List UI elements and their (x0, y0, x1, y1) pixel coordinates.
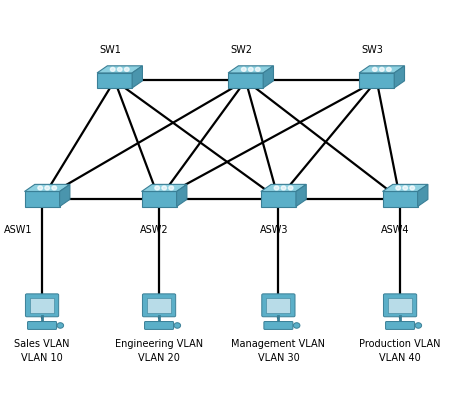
Polygon shape (261, 184, 306, 191)
Polygon shape (25, 184, 70, 191)
Polygon shape (177, 184, 187, 207)
Text: Production VLAN
VLAN 40: Production VLAN VLAN 40 (359, 339, 441, 363)
Text: ASW3: ASW3 (259, 225, 288, 235)
Text: ASW2: ASW2 (140, 225, 169, 235)
Polygon shape (25, 191, 60, 207)
Polygon shape (97, 73, 132, 88)
Circle shape (386, 67, 391, 71)
Polygon shape (97, 66, 143, 73)
Circle shape (288, 186, 293, 190)
Polygon shape (383, 191, 418, 207)
FancyBboxPatch shape (145, 322, 173, 330)
Circle shape (293, 323, 300, 328)
Bar (266, 298, 291, 313)
Bar (30, 298, 54, 313)
Polygon shape (383, 184, 428, 191)
Circle shape (57, 323, 64, 328)
Circle shape (241, 67, 246, 71)
Circle shape (396, 186, 401, 190)
Text: ASW1: ASW1 (4, 225, 33, 235)
Circle shape (410, 186, 415, 190)
Circle shape (52, 186, 56, 190)
Polygon shape (142, 184, 187, 191)
Circle shape (118, 67, 122, 71)
Polygon shape (418, 184, 428, 207)
Text: SW3: SW3 (361, 45, 383, 55)
Text: SW2: SW2 (230, 45, 252, 55)
FancyBboxPatch shape (27, 322, 56, 330)
Circle shape (162, 186, 166, 190)
Bar (388, 298, 412, 313)
FancyBboxPatch shape (26, 294, 59, 317)
Polygon shape (261, 191, 296, 207)
Circle shape (155, 186, 160, 190)
Text: ASW4: ASW4 (381, 225, 410, 235)
Circle shape (174, 323, 181, 328)
Circle shape (415, 323, 421, 328)
Circle shape (373, 67, 377, 71)
FancyBboxPatch shape (264, 322, 293, 330)
Text: SW1: SW1 (99, 45, 121, 55)
Circle shape (255, 67, 260, 71)
Text: Sales VLAN
VLAN 10: Sales VLAN VLAN 10 (14, 339, 70, 363)
Polygon shape (296, 184, 306, 207)
FancyBboxPatch shape (143, 294, 176, 317)
Polygon shape (228, 73, 263, 88)
Circle shape (38, 186, 43, 190)
Circle shape (124, 67, 129, 71)
Polygon shape (228, 66, 273, 73)
Polygon shape (263, 66, 273, 88)
Circle shape (281, 186, 286, 190)
Circle shape (403, 186, 408, 190)
FancyBboxPatch shape (385, 322, 415, 330)
Circle shape (169, 186, 173, 190)
Circle shape (45, 186, 50, 190)
Text: Management VLAN
VLAN 30: Management VLAN VLAN 30 (231, 339, 325, 363)
Polygon shape (359, 66, 404, 73)
Polygon shape (132, 66, 143, 88)
Circle shape (110, 67, 115, 71)
Bar (147, 298, 171, 313)
Circle shape (248, 67, 253, 71)
Polygon shape (142, 191, 177, 207)
Circle shape (380, 67, 384, 71)
Polygon shape (60, 184, 70, 207)
FancyBboxPatch shape (383, 294, 417, 317)
Polygon shape (359, 73, 394, 88)
FancyBboxPatch shape (262, 294, 295, 317)
Polygon shape (394, 66, 404, 88)
Circle shape (274, 186, 279, 190)
Text: Engineering VLAN
VLAN 20: Engineering VLAN VLAN 20 (115, 339, 203, 363)
